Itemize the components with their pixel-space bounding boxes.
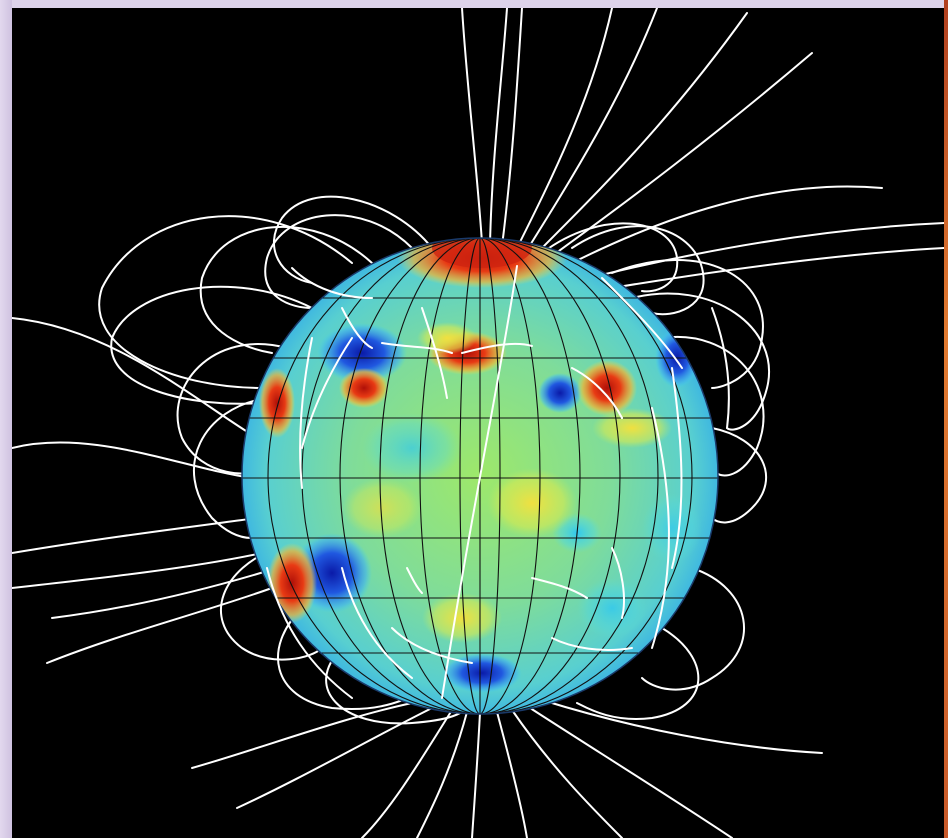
- magnetic-field-figure: [12, 8, 944, 838]
- red-spot-1: [339, 368, 389, 408]
- field-lines-front: [266, 265, 730, 699]
- blue-spot-2: [538, 373, 582, 413]
- red-spot-3: [577, 360, 637, 416]
- red-spot-5: [267, 543, 317, 623]
- field-lines-back: [12, 8, 944, 838]
- frame-left: [0, 0, 12, 838]
- image-panel: [12, 8, 944, 838]
- blue-spot-5: [442, 653, 522, 693]
- frame-right: [944, 0, 948, 838]
- blue-spot-1: [317, 323, 407, 383]
- star-surface: [241, 237, 719, 715]
- red-spot-4: [259, 368, 295, 438]
- frame-top: [0, 0, 948, 8]
